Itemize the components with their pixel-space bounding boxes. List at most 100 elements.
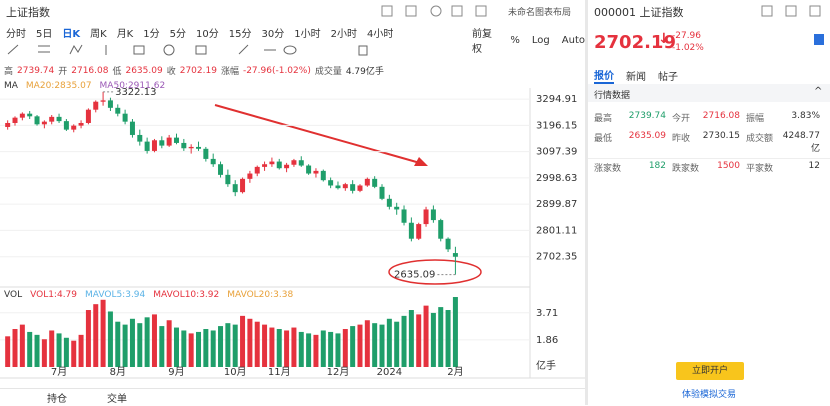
quote-tab[interactable]: 新闻: [626, 72, 646, 83]
y-tick-label: 2801.11: [536, 225, 577, 236]
icon[interactable]: [761, 5, 773, 17]
ma-legend-item: MA20:2835.07: [25, 81, 92, 91]
volume-bar: [291, 327, 297, 367]
tool-icon[interactable]: [133, 45, 145, 55]
y-tick-label: 2998.63: [536, 173, 577, 184]
chart-option[interactable]: 前复权: [472, 29, 492, 55]
timeframe[interactable]: 日K: [62, 29, 81, 40]
bottom-tab[interactable]: 交单: [107, 394, 127, 405]
quote-label: 昨收: [672, 134, 691, 144]
volume-bar: [63, 337, 69, 367]
demo-link[interactable]: 体验模拟交易: [682, 390, 737, 400]
volume-bar: [240, 315, 246, 367]
quote-value: 2716.08: [702, 111, 740, 121]
volume-bar: [188, 333, 194, 367]
info-label: 开: [58, 67, 68, 77]
timeframe[interactable]: 分时: [6, 29, 26, 40]
timeframe[interactable]: 2小时: [330, 29, 357, 40]
candle-body: [63, 121, 69, 130]
timeframe[interactable]: 5日: [36, 29, 53, 40]
icon[interactable]: [381, 5, 393, 17]
chart-panel: 上证指数 未命名图表布局 分时 5日 日K 周K 月K 1分 5分 10分 15分 30分 1小时 2…: [0, 0, 588, 405]
tool-icon[interactable]: [7, 44, 19, 55]
volume-bar: [350, 326, 356, 367]
open-account-button[interactable]: 立即开户: [676, 362, 744, 380]
section-bar: [588, 84, 830, 102]
timeframe[interactable]: 5分: [169, 29, 186, 40]
volume-bar: [269, 327, 275, 367]
y-tick-label: 2702.35: [536, 252, 577, 263]
tool-icon[interactable]: [195, 45, 207, 55]
volume-bar: [218, 326, 224, 367]
candle-body: [159, 140, 165, 146]
quote-tab[interactable]: 报价: [594, 67, 614, 84]
bottom-tab[interactable]: 持仓: [47, 394, 67, 405]
candle-body: [232, 184, 238, 193]
chart-option[interactable]: Log: [531, 34, 550, 46]
x-tick-label: 12月: [327, 366, 350, 378]
candle-body: [379, 186, 385, 199]
volume-bar: [276, 329, 282, 367]
volume-bar: [85, 310, 91, 367]
tool-icon[interactable]: [238, 44, 249, 55]
candle-body: [313, 170, 319, 174]
candle-body: [284, 164, 290, 169]
candle-body: [93, 101, 99, 110]
quote-value: 2635.09: [628, 131, 666, 141]
chart-option[interactable]: %: [510, 34, 520, 46]
volume-bar: [416, 314, 422, 367]
layout-menu[interactable]: 未命名图表布局: [508, 8, 572, 18]
volume-bar: [313, 334, 319, 367]
volume-bar: [34, 334, 40, 367]
info-label: 低: [112, 67, 122, 77]
drawing-tools: [7, 44, 368, 56]
timeframe[interactable]: 15分: [228, 29, 252, 40]
candle-body: [276, 161, 282, 169]
vol-tick-label: 1.86: [536, 335, 558, 346]
icon[interactable]: [451, 5, 463, 17]
candle-body: [408, 222, 414, 239]
icon[interactable]: [430, 5, 442, 17]
quote-value: 182: [648, 161, 666, 171]
bottom-tabs: 持仓 交单: [0, 388, 585, 406]
timeframe[interactable]: 10分: [196, 29, 219, 40]
candle-body: [34, 116, 40, 125]
icon[interactable]: [405, 5, 417, 17]
icon[interactable]: [809, 5, 821, 17]
timeframe[interactable]: 月K: [116, 29, 134, 40]
candle-body: [328, 180, 334, 186]
candle-body: [218, 164, 224, 175]
candle-body: [85, 109, 91, 123]
info-label: 涨幅: [220, 67, 239, 77]
timeframe[interactable]: 1分: [143, 29, 160, 40]
timeframe[interactable]: 30分: [261, 29, 285, 40]
candle-body: [350, 184, 356, 191]
volume-bar: [159, 326, 165, 367]
timeframe[interactable]: 1小时: [294, 29, 321, 40]
badge[interactable]: [814, 34, 824, 45]
candle-body: [27, 113, 33, 117]
candle-body: [423, 209, 429, 225]
collapse-icon[interactable]: ^: [814, 86, 823, 97]
icon[interactable]: [475, 5, 487, 17]
volume-bar: [335, 333, 341, 367]
tool-icon[interactable]: [283, 45, 297, 55]
candle-body: [291, 160, 297, 165]
tool-icon[interactable]: [358, 45, 368, 56]
volume-bar: [372, 323, 378, 367]
ma-legend-item: MA50:2911.62: [99, 81, 166, 91]
icon[interactable]: [785, 5, 797, 17]
chart-option[interactable]: Auto: [561, 34, 585, 46]
quote-tab[interactable]: 帖子: [658, 72, 678, 83]
last-price: 2702.19: [594, 32, 676, 53]
volume-bar: [151, 314, 157, 367]
tool-icon[interactable]: [69, 44, 83, 55]
timeframe[interactable]: 4小时: [366, 29, 394, 40]
x-tick-label: 7月: [51, 366, 67, 378]
volume-bar: [401, 315, 407, 367]
timeframe[interactable]: 周K: [90, 29, 107, 40]
tool-icon[interactable]: [163, 44, 175, 56]
x-tick-label: 2024: [377, 367, 402, 378]
volume-bar: [41, 339, 47, 367]
quote-value: 1500: [717, 161, 740, 171]
